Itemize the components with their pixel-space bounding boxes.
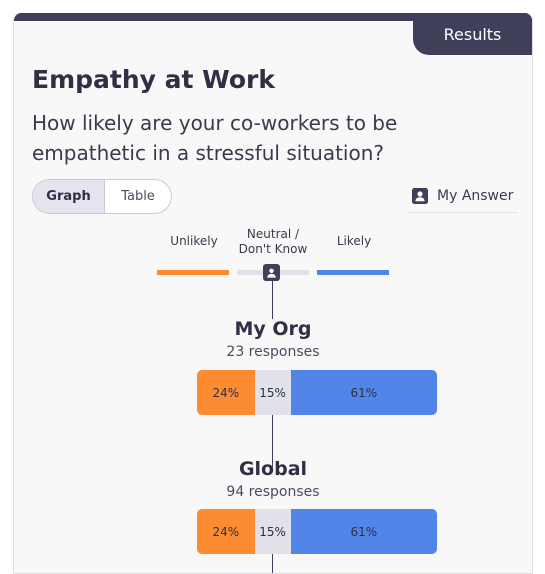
legend-label-unlikely: Unlikely xyxy=(170,234,218,248)
card-top-bar xyxy=(14,13,532,21)
table-view-button[interactable]: Table xyxy=(121,189,155,204)
person-icon xyxy=(267,268,276,278)
stacked-bar-global: 24% 15% 61% xyxy=(197,509,437,554)
results-card: Results Empathy at Work How likely are y… xyxy=(13,13,533,574)
legend-bar-unlikely xyxy=(157,270,229,275)
my-answer-line xyxy=(272,553,273,573)
legend-label-neutral: Neutral / Don't Know xyxy=(238,227,308,256)
question-text: How likely are your co-workers to be emp… xyxy=(32,111,398,165)
person-icon xyxy=(412,187,428,204)
my-answer-line xyxy=(272,281,273,319)
legend-label-likely: Likely xyxy=(336,234,372,248)
my-answer-button[interactable]: My Answer xyxy=(408,179,518,213)
legend-bar-likely xyxy=(317,270,389,275)
segment-neutral: 15% xyxy=(254,509,291,554)
group-title-my-org: My Org xyxy=(234,318,312,340)
group-title-global: Global xyxy=(238,458,308,480)
my-answer-label: My Answer xyxy=(437,187,514,204)
segment-unlikely: 24% xyxy=(197,509,255,554)
results-tab[interactable]: Results xyxy=(413,13,532,55)
view-toggle: Graph Table xyxy=(32,179,172,214)
results-tab-label: Results xyxy=(443,24,502,44)
group-responses-global: 94 responses xyxy=(226,484,320,500)
group-responses-my-org: 23 responses xyxy=(226,344,320,360)
segment-neutral: 15% xyxy=(254,370,291,415)
stacked-bar-my-org: 24% 15% 61% xyxy=(197,370,437,415)
my-answer-marker xyxy=(263,264,280,281)
my-answer-line xyxy=(272,415,273,467)
segment-likely: 61% xyxy=(290,509,437,554)
question-title: Empathy at Work xyxy=(32,65,275,94)
segment-likely: 61% xyxy=(290,370,437,415)
graph-view-button[interactable]: Graph xyxy=(33,180,105,213)
segment-unlikely: 24% xyxy=(197,370,255,415)
